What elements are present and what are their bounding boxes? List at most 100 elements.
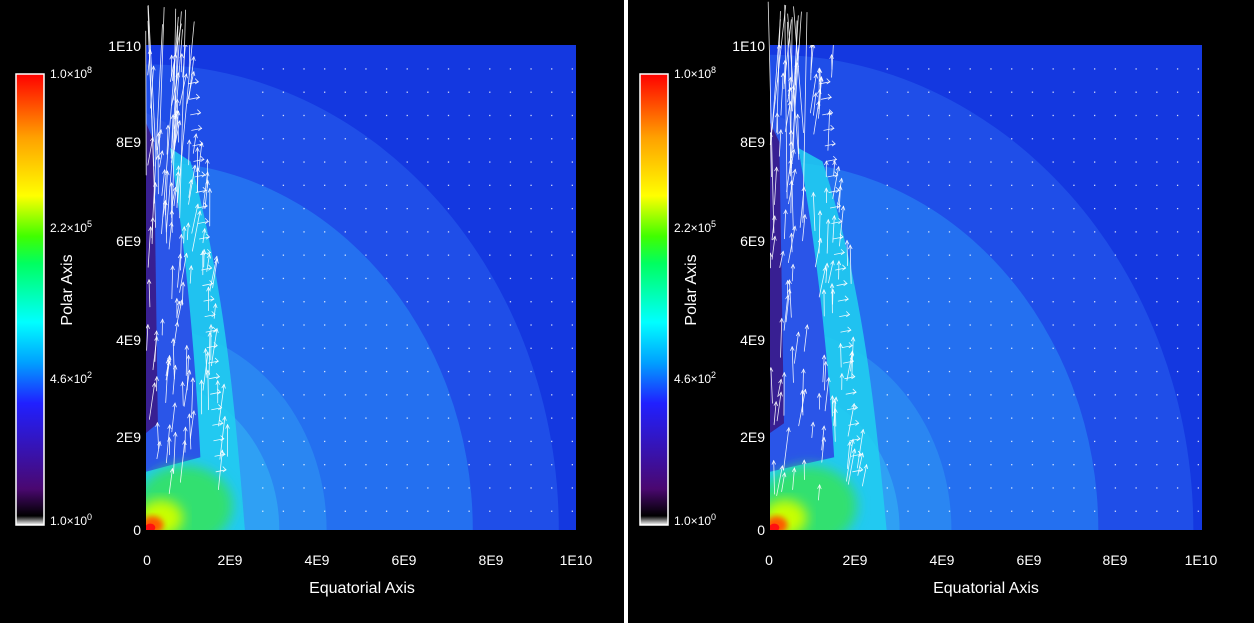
left-velocity-arrow <box>161 169 166 196</box>
right-velocity-arrow <box>821 437 825 463</box>
left-velocity-dot <box>282 68 285 70</box>
left-jet-streak <box>161 16 179 235</box>
left-velocity-dot <box>427 394 429 396</box>
left-velocity-arrowhead <box>183 426 188 432</box>
left-velocity-arrow <box>177 253 181 288</box>
right-velocity-dot <box>1135 510 1137 512</box>
right-velocity-dot <box>1156 370 1158 373</box>
right-velocity-arrowhead <box>840 205 846 211</box>
left-velocity-dot <box>468 347 470 349</box>
left-x-axis-label: Equatorial Axis <box>309 580 415 597</box>
right-velocity-dot <box>1011 301 1013 303</box>
left-velocity-dot <box>324 184 326 186</box>
right-velocity-arrowhead <box>790 345 795 351</box>
right-velocity-arrow <box>809 73 817 114</box>
right-velocity-dot <box>1052 347 1054 349</box>
left-velocity-arrowhead <box>192 164 197 170</box>
left-velocity-dot <box>262 464 264 466</box>
right-velocity-arrowhead <box>802 388 807 394</box>
left-velocity-arrowhead <box>146 278 152 284</box>
right-velocity-arrow <box>818 393 821 410</box>
right-velocity-arrow <box>822 354 825 383</box>
left-panel: 1.0×108 2.2×105 4.6×102 1.0×100 0 2E9 4E… <box>0 0 624 623</box>
right-velocity-dot <box>928 114 930 117</box>
right-velocity-arrowhead <box>816 100 821 106</box>
left-velocity-dot <box>530 277 532 280</box>
right-y-axis: 0 2E9 4E9 6E9 8E9 1E10 Polar Axis <box>683 38 765 538</box>
right-velocity-dot <box>1011 277 1013 280</box>
left-velocity-arrow <box>172 338 175 380</box>
left-velocity-dot <box>447 394 450 396</box>
right-velocity-dot <box>886 394 888 396</box>
right-velocity-arrow <box>852 469 863 473</box>
left-velocity-arrowhead <box>162 169 167 175</box>
left-velocity-dot <box>344 114 346 117</box>
left-velocity-dot <box>282 207 285 210</box>
right-velocity-dot <box>990 464 992 466</box>
left-velocity-dot <box>262 184 264 186</box>
right-velocity-arrowhead <box>791 148 796 154</box>
right-velocity-arrow <box>776 391 782 422</box>
left-velocity-arrowhead <box>170 265 175 271</box>
left-x-tick: 4E9 <box>305 552 330 568</box>
right-velocity-dot <box>1176 347 1179 349</box>
left-velocity-dot <box>385 231 388 233</box>
left-velocity-arrowhead <box>193 133 198 139</box>
right-velocity-arrow <box>832 236 844 240</box>
left-velocity-dot <box>344 417 346 419</box>
left-velocity-dot <box>282 440 285 443</box>
left-velocity-arrowhead <box>211 311 216 317</box>
right-x-tick: 8E9 <box>1103 552 1128 568</box>
right-x-axis-label: Equatorial Axis <box>933 580 1039 597</box>
left-velocity-dot <box>262 138 264 140</box>
right-velocity-dot <box>1176 487 1179 489</box>
left-velocity-dot <box>530 207 532 210</box>
right-velocity-dot <box>1011 114 1013 117</box>
left-velocity-arrow <box>212 422 224 426</box>
left-velocity-dot <box>406 510 408 512</box>
left-velocity-dot <box>303 347 305 349</box>
right-velocity-arrow <box>838 185 841 213</box>
left-velocity-dot <box>365 417 367 419</box>
left-colorbar-label-4: 1.0×108 <box>50 65 92 81</box>
left-velocity-dot <box>447 464 450 466</box>
left-velocity-dot <box>262 324 264 326</box>
right-velocity-arrowhead <box>850 438 855 444</box>
right-y-tick: 1E10 <box>732 38 765 54</box>
left-velocity-arrowhead <box>202 187 207 193</box>
left-velocity-dot <box>344 324 346 326</box>
right-velocity-arrowhead <box>830 260 835 266</box>
right-velocity-arrowhead <box>863 463 868 469</box>
left-velocity-dot <box>530 464 532 466</box>
left-velocity-arrow <box>213 438 225 442</box>
right-velocity-dot <box>1031 347 1034 349</box>
left-velocity-dot <box>385 114 388 117</box>
left-velocity-dot <box>324 440 326 443</box>
left-velocity-dot <box>447 161 450 163</box>
left-velocity-dot <box>468 370 470 373</box>
left-velocity-dot <box>324 394 326 396</box>
left-velocity-dot <box>509 487 512 489</box>
right-velocity-dot <box>928 161 930 163</box>
right-velocity-dot <box>1073 184 1075 186</box>
right-jet-streak <box>793 6 804 134</box>
right-velocity-arrow <box>837 298 849 302</box>
left-velocity-arrow <box>173 322 178 347</box>
left-velocity-dot <box>468 68 470 70</box>
right-velocity-dot <box>1156 510 1158 512</box>
left-velocity-dot <box>489 440 491 443</box>
left-velocity-dot <box>406 464 408 466</box>
right-velocity-dot <box>928 324 930 326</box>
left-velocity-dot <box>282 510 285 512</box>
right-velocity-dot <box>1073 301 1075 303</box>
left-velocity-arrow <box>176 98 179 143</box>
left-velocity-dot <box>447 324 450 326</box>
right-velocity-dot <box>1197 394 1199 396</box>
right-velocity-arrow <box>843 360 854 364</box>
right-velocity-dot <box>1176 370 1179 373</box>
left-velocity-arrowhead <box>205 171 210 177</box>
right-velocity-dot <box>969 510 971 512</box>
right-velocity-dot <box>990 161 992 163</box>
right-x-tick: 6E9 <box>1017 552 1042 568</box>
left-velocity-dot <box>282 184 285 186</box>
